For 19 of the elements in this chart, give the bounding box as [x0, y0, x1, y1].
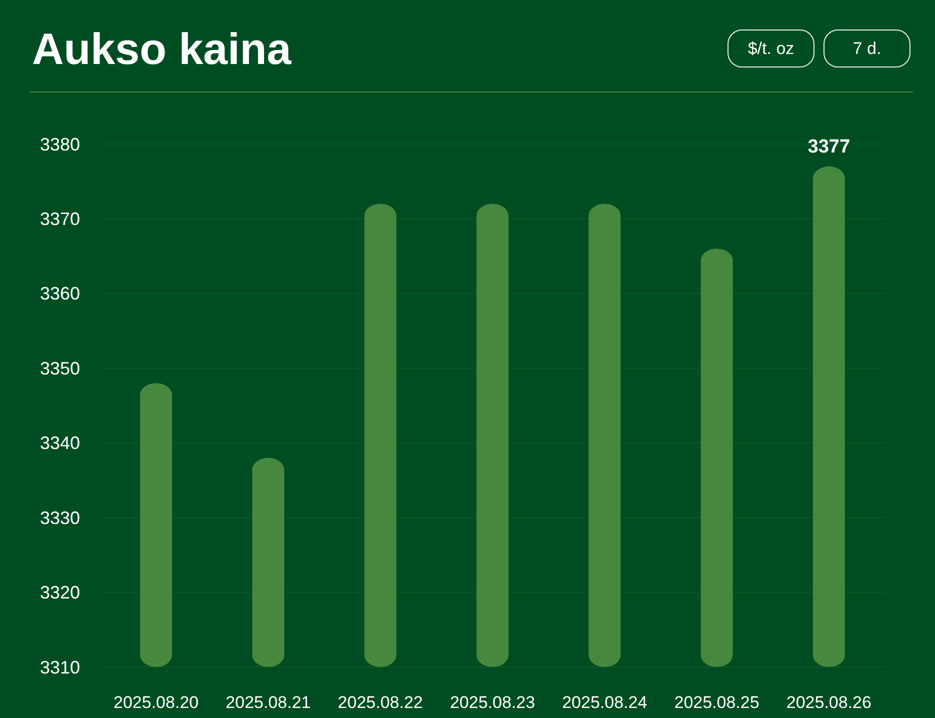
chart-title: Aukso kaina	[32, 25, 292, 74]
x-tick-label: 2025.08.20	[114, 693, 199, 712]
y-tick-label: 3360	[40, 284, 80, 304]
toggle-button: 7 d.	[824, 30, 910, 68]
x-tick-label: 2025.08.21	[226, 693, 311, 712]
x-tick-label: 2025.08.25	[674, 693, 760, 712]
y-tick-label: 3350	[40, 358, 80, 378]
x-tick-label: 2025.08.23	[450, 693, 536, 712]
y-tick-label: 3320	[40, 582, 80, 603]
y-tick-label: 3340	[40, 433, 80, 454]
x-tick-label: 2025.08.26	[786, 693, 872, 712]
y-tick-label: 3380	[40, 134, 80, 154]
y-tick-label: 3370	[40, 209, 80, 230]
x-tick-label: 2025.08.24	[562, 693, 648, 712]
data-label: 3377	[808, 136, 850, 158]
y-tick-label: 3310	[40, 657, 80, 678]
y-tick-label: 3330	[40, 508, 80, 528]
x-tick-label: 2025.08.22	[338, 693, 423, 712]
toggle-button: $/t. oz	[728, 30, 814, 68]
